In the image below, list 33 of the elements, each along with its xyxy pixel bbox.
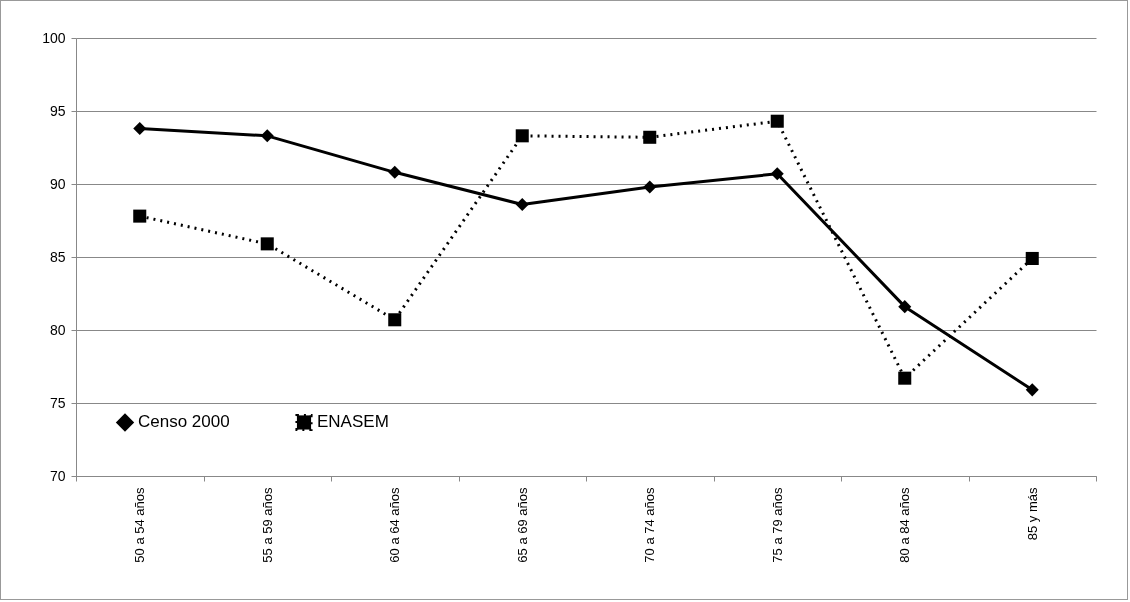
point [388, 165, 402, 179]
y-tick-label: 75 [49, 394, 66, 411]
point [260, 129, 274, 143]
point [515, 129, 529, 143]
point [515, 197, 529, 211]
x-tick-label: 70 a 74 años [642, 487, 658, 563]
x-tick-label: 50 a 54 años [132, 487, 148, 563]
point [388, 313, 402, 327]
point [1025, 251, 1039, 265]
y-tick-label: 80 [49, 321, 66, 338]
y-tick-label: 95 [49, 102, 66, 119]
point [770, 114, 784, 128]
point [133, 209, 147, 223]
point [133, 122, 147, 136]
point [1025, 383, 1039, 397]
x-tick-label: 75 a 79 años [769, 487, 785, 563]
y-tick-label: 100 [42, 29, 66, 46]
y-tick-label: 70 [49, 467, 66, 484]
x-tick-label: 55 a 59 años [259, 487, 275, 563]
point [260, 237, 274, 251]
y-tick-label: 90 [49, 175, 66, 192]
point [770, 167, 784, 181]
legend-label: Censo 2000 [138, 412, 230, 432]
point [898, 371, 912, 385]
point [898, 300, 912, 314]
y-tick-label: 85 [49, 248, 66, 265]
x-tick-label: 85 y más [1024, 487, 1040, 541]
point [643, 180, 657, 194]
point [643, 130, 657, 144]
x-tick-label: 60 a 64 años [387, 487, 403, 563]
legend-label: ENASEM [317, 412, 389, 432]
x-tick-label: 65 a 69 años [514, 487, 530, 563]
x-tick-label: 80 a 84 años [897, 487, 913, 563]
